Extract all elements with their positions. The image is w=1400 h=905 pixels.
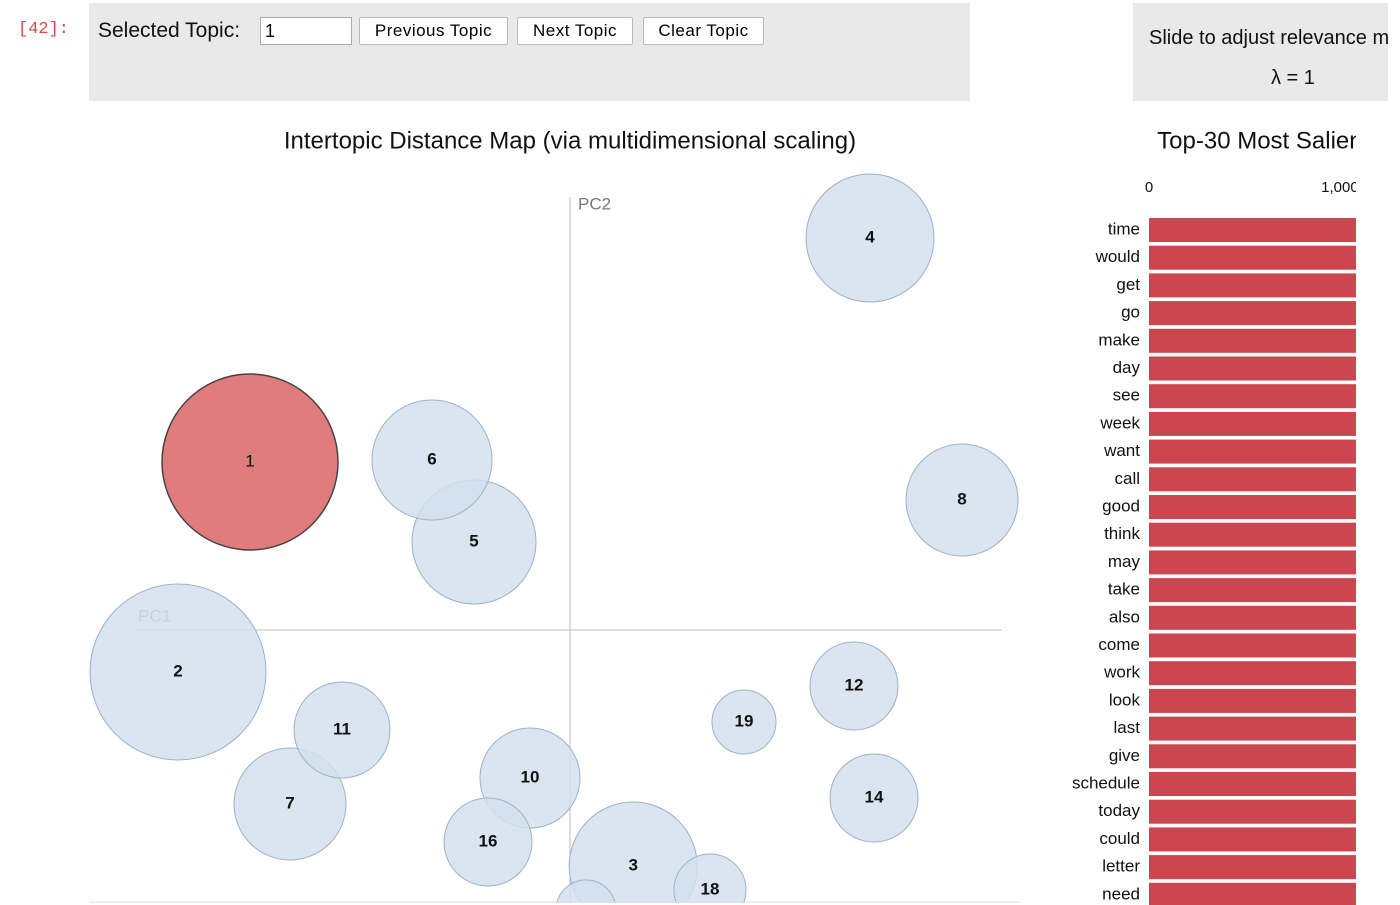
topic-circle: [443, 797, 533, 887]
topic-label: 16: [479, 831, 498, 850]
topic-label: 2: [173, 661, 182, 680]
bar: [1149, 688, 1356, 713]
topic-controls: Selected Topic: 1 Previous Topic Next To…: [89, 3, 970, 101]
term-label: give: [1109, 746, 1140, 765]
term-label: day: [1113, 358, 1141, 377]
topic-label: 8: [957, 489, 966, 508]
bar: [1149, 799, 1356, 824]
previous-button[interactable]: Previous Topic: [359, 17, 508, 45]
topic-circle: [829, 753, 919, 843]
term-label: good: [1102, 496, 1140, 515]
bar: [1149, 772, 1356, 796]
bar: [1149, 661, 1356, 686]
lambda-value[interactable]: λ = 1: [1271, 67, 1315, 89]
term-label: need: [1102, 884, 1140, 903]
topic-circle: [371, 399, 493, 521]
term-label: come: [1098, 635, 1140, 654]
term-label: could: [1099, 829, 1140, 848]
topic-circle: [89, 583, 267, 761]
topic-circle: [161, 373, 339, 551]
topic-circle: [805, 173, 935, 303]
cell-prompt: [42]:: [18, 20, 70, 39]
topic-circle: [711, 689, 777, 755]
bar: [1149, 218, 1356, 242]
term-label: get: [1116, 275, 1140, 294]
term-label: look: [1109, 690, 1141, 709]
topic-label: 4: [865, 227, 875, 246]
topic-label: 12: [845, 675, 864, 694]
topic-label: 1: [245, 451, 254, 470]
topic-label: 19: [735, 711, 754, 730]
bar-title: Top-30 Most Salient Terms: [1157, 127, 1400, 154]
topic-label: 11: [333, 719, 351, 738]
term-label: last: [1114, 718, 1141, 737]
bar: [1149, 301, 1356, 326]
term-label: think: [1104, 524, 1140, 543]
topic-circle: [673, 853, 747, 903]
bar: [1149, 328, 1356, 353]
pc2-label: PC2: [578, 194, 611, 213]
term-label: week: [1099, 413, 1140, 432]
bar: [1149, 522, 1356, 547]
bar: [1149, 744, 1356, 769]
bar: [1149, 245, 1356, 270]
topic-label: 14: [865, 787, 884, 806]
topic-circle: [809, 641, 899, 731]
term-label: see: [1113, 386, 1140, 405]
topic-input[interactable]: 1: [260, 17, 352, 45]
bar: [1149, 855, 1356, 880]
term-label: go: [1121, 303, 1140, 322]
term-label: want: [1103, 441, 1140, 460]
topic-circle: [233, 747, 347, 861]
term-label: would: [1095, 247, 1140, 266]
term-label: today: [1098, 801, 1140, 820]
bar: [1149, 495, 1356, 519]
bar: [1149, 384, 1356, 409]
topic-label: 5: [469, 531, 478, 550]
relevance-panel: Slide to adjust relevance metric: λ = 1: [1133, 3, 1388, 101]
topic-label: 6: [427, 449, 436, 468]
bar: [1149, 273, 1356, 298]
term-label: letter: [1102, 857, 1140, 876]
x-tick-label: 0: [1145, 179, 1153, 196]
term-label: also: [1109, 607, 1140, 626]
topic-circle: [556, 879, 616, 903]
bar: [1149, 633, 1356, 658]
term-label: make: [1098, 330, 1140, 349]
topic-label: 3: [628, 855, 637, 874]
topic-circle: [293, 681, 391, 779]
topic-circle: [905, 443, 1019, 557]
relevance-label: Slide to adjust relevance metric:: [1149, 27, 1388, 49]
next-button[interactable]: Next Topic: [517, 17, 633, 45]
term-label: time: [1108, 219, 1140, 238]
bar: [1149, 356, 1356, 381]
topic-label: Selected Topic:: [98, 19, 241, 42]
bar: [1149, 716, 1356, 741]
term-label: schedule: [1072, 773, 1140, 792]
topic-label: 10: [521, 767, 540, 786]
bar: [1149, 882, 1356, 905]
x-tick-label: 1,000: [1321, 179, 1359, 196]
topic-label: 18: [701, 879, 720, 898]
term-label: work: [1103, 663, 1140, 682]
term-label: call: [1114, 469, 1140, 488]
bar: [1149, 439, 1356, 464]
topic-label: 7: [285, 793, 294, 812]
bar: [1149, 467, 1356, 492]
bar: [1149, 578, 1356, 603]
term-label: may: [1108, 552, 1141, 571]
bar: [1149, 605, 1356, 630]
bar: [1149, 411, 1356, 436]
bar: [1149, 827, 1356, 852]
map-title: Intertopic Distance Map (via multidimens…: [284, 127, 856, 154]
term-label: take: [1108, 580, 1140, 599]
bar: [1149, 550, 1356, 575]
clear-button[interactable]: Clear Topic: [643, 17, 764, 45]
